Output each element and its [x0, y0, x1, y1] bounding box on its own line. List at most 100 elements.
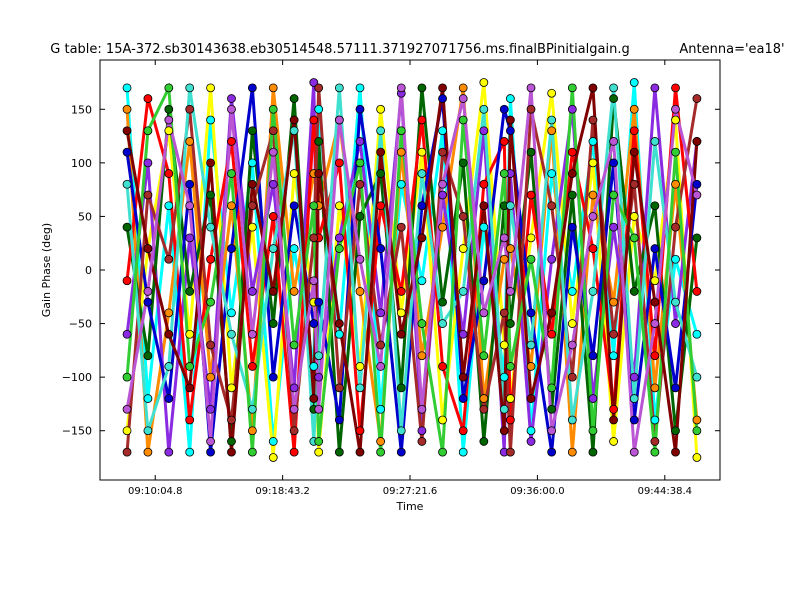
data-point — [309, 362, 319, 371]
data-point — [247, 404, 257, 414]
data-point — [417, 201, 427, 211]
data-point — [438, 94, 447, 103]
data-point — [185, 137, 195, 146]
data-point — [417, 147, 427, 157]
data-point — [122, 222, 132, 232]
data-point — [396, 426, 406, 436]
data-point — [629, 287, 639, 296]
data-point — [396, 126, 406, 136]
data-point — [309, 115, 319, 125]
data-point — [164, 447, 174, 457]
data-point — [164, 394, 174, 403]
data-point — [122, 447, 132, 457]
data-point — [314, 351, 324, 361]
data-point — [376, 404, 386, 414]
data-point — [505, 287, 515, 296]
data-point — [227, 94, 236, 103]
data-point — [692, 453, 702, 462]
data-point — [289, 383, 299, 393]
data-point — [164, 201, 174, 211]
data-point — [438, 447, 447, 457]
data-point — [164, 169, 174, 178]
data-point — [629, 415, 639, 425]
data-point — [355, 383, 365, 393]
data-point — [650, 319, 660, 328]
data-point — [692, 94, 702, 103]
data-point — [268, 437, 278, 446]
data-point — [143, 297, 153, 307]
data-point — [547, 254, 557, 264]
data-point — [206, 297, 215, 307]
data-point — [479, 437, 489, 446]
data-point — [247, 126, 257, 136]
data-point — [268, 372, 278, 382]
data-point — [309, 319, 319, 328]
data-point — [206, 372, 215, 382]
data-point — [671, 222, 680, 232]
data-point — [499, 404, 509, 414]
data-point — [438, 83, 447, 93]
data-point — [588, 83, 598, 93]
data-point — [458, 426, 468, 436]
data-point — [122, 276, 132, 286]
data-point — [268, 179, 278, 189]
data-point — [588, 244, 598, 253]
series-line — [125, 87, 699, 442]
data-point — [650, 415, 660, 425]
data-point — [458, 94, 468, 103]
data-point — [438, 190, 447, 200]
data-point — [289, 426, 299, 436]
data-point — [629, 179, 639, 189]
data-point — [268, 147, 278, 157]
data-point — [417, 83, 427, 93]
data-point — [143, 394, 153, 403]
data-point — [588, 137, 598, 146]
data-point — [376, 169, 386, 178]
data-point — [268, 104, 278, 114]
data-point — [650, 437, 660, 446]
data-point — [588, 115, 598, 125]
data-point — [334, 83, 344, 93]
data-point — [629, 126, 639, 136]
data-point — [289, 287, 299, 296]
data-point — [227, 383, 236, 393]
data-point — [417, 233, 427, 243]
data-point — [289, 169, 299, 178]
data-point — [499, 308, 509, 318]
data-point — [547, 169, 557, 178]
data-point — [692, 287, 702, 296]
data-point — [499, 340, 509, 350]
data-point — [458, 372, 468, 382]
data-point — [247, 158, 257, 168]
data-point — [143, 126, 153, 136]
data-point — [692, 137, 702, 146]
data-point — [479, 404, 489, 414]
data-point — [355, 212, 365, 221]
data-point — [417, 115, 427, 125]
data-point — [396, 179, 406, 189]
data-point — [692, 179, 702, 189]
data-point — [650, 201, 660, 211]
data-point — [122, 372, 132, 382]
data-point — [164, 104, 174, 114]
data-point — [309, 201, 319, 211]
data-point — [479, 104, 489, 114]
data-point — [376, 362, 386, 371]
data-point — [438, 297, 447, 307]
data-point — [650, 83, 660, 93]
data-point — [588, 212, 598, 221]
data-point — [376, 104, 386, 114]
data-point — [227, 201, 236, 211]
data-point — [505, 244, 515, 253]
data-point — [376, 308, 386, 318]
data-point — [376, 437, 386, 446]
data-point — [650, 351, 660, 361]
data-point — [227, 329, 236, 339]
data-point — [629, 78, 639, 87]
data-point — [567, 190, 577, 200]
data-point — [355, 447, 365, 457]
plot-area — [122, 78, 702, 462]
data-point — [547, 126, 557, 136]
data-point — [547, 115, 557, 125]
data-point — [417, 319, 427, 328]
